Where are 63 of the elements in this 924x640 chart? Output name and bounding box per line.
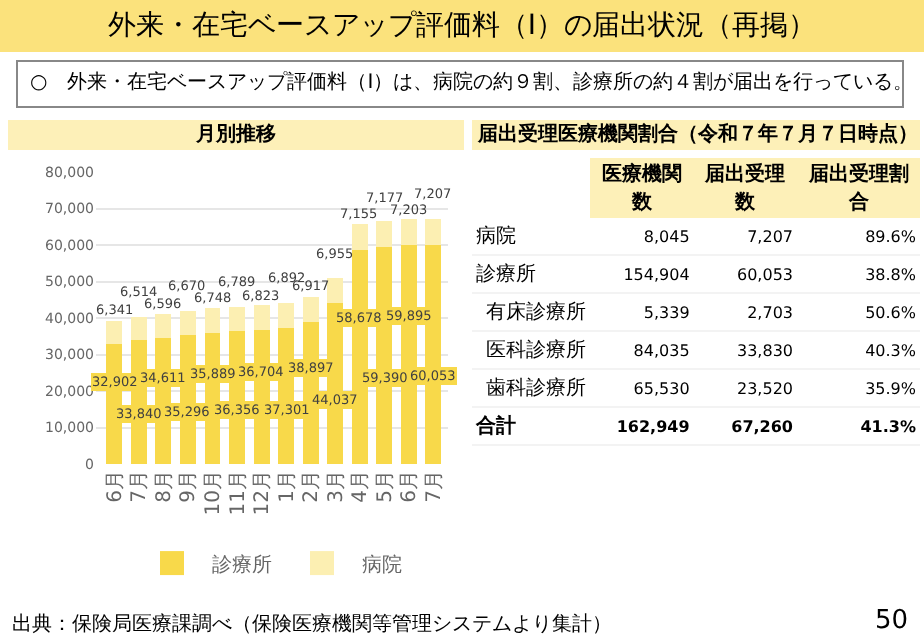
text: 50 <box>874 606 908 636</box>
text: 50.6% <box>865 303 916 321</box>
x-tick-label: 12月 <box>252 470 275 516</box>
category-label: 医科診療所 <box>486 340 586 362</box>
x-tick-label: 2月 <box>301 470 324 503</box>
chart-title: 月別推移 <box>8 120 464 150</box>
text: 67,260 <box>731 417 793 435</box>
text: 33,830 <box>737 341 793 359</box>
source-note: 出典：保険局医療課調べ（保険医療機関等管理システムより集計） <box>12 611 612 638</box>
bar <box>229 306 246 332</box>
x-tick-label: 9月 <box>178 470 201 503</box>
x-tick-label: 6月 <box>399 470 422 503</box>
x-tick-label: 4月 <box>350 470 373 503</box>
category-label: 届出受理数 <box>693 158 797 218</box>
text: 154,904 <box>623 265 690 283</box>
text: 2,703 <box>747 303 793 321</box>
text: 23,520 <box>737 379 793 397</box>
bar <box>106 320 123 344</box>
bar <box>351 223 368 250</box>
category-label: 歯科診療所 <box>486 378 586 400</box>
category-label: 病院 <box>476 226 516 248</box>
text: 89.6% <box>865 227 916 245</box>
bar <box>327 277 344 304</box>
category-label: 診療所 <box>476 264 536 286</box>
x-tick-label: 11月 <box>227 470 250 516</box>
text: 5,339 <box>643 303 690 321</box>
x-tick-label: 7月 <box>129 470 152 503</box>
text: 38.8% <box>865 265 916 283</box>
x-tick-label: 1月 <box>276 470 299 503</box>
bar <box>302 296 319 323</box>
text: 60,053 <box>737 265 793 283</box>
text: 届出受理医療機関割合（令和７年７月７日時点） <box>472 120 920 150</box>
bar <box>376 221 393 248</box>
bar <box>278 302 295 328</box>
category-label: 有床診療所 <box>486 302 586 324</box>
text: 8,045 <box>643 227 690 245</box>
legend-label: 診療所 <box>212 552 272 577</box>
x-tick-label: 3月 <box>325 470 348 503</box>
bar <box>204 308 221 333</box>
x-tick-label: 5月 <box>374 470 397 503</box>
text: ○ 外来・在宅ベースアップ評価料（Ⅰ）は、病院の約９割、診療所の約４割が届出を行っている。 <box>28 69 914 98</box>
bar <box>155 313 172 338</box>
bar <box>130 316 147 341</box>
bar <box>180 310 196 336</box>
text: 41.3% <box>860 417 916 435</box>
bar <box>253 305 270 331</box>
bar <box>425 218 442 245</box>
text: 65,530 <box>633 379 690 397</box>
category-label: 合計 <box>476 416 516 438</box>
text: 35.9% <box>865 379 916 397</box>
x-tick-label: 8月 <box>153 470 176 503</box>
bar <box>400 219 417 246</box>
x-tick-label: 7月 <box>423 470 446 503</box>
text: 84,035 <box>633 341 690 359</box>
text: 7,207 <box>747 227 793 245</box>
x-tick-label: 10月 <box>203 470 226 516</box>
x-tick-label: 6月 <box>104 470 127 503</box>
category-label: 医療機関数 <box>590 158 694 218</box>
text: 外来・在宅ベースアップ評価料（Ⅰ）の届出状況（再掲） <box>0 0 924 52</box>
text: 162,949 <box>616 417 690 435</box>
text: 40.3% <box>865 341 916 359</box>
category-label: 届出受理割合 <box>797 158 920 218</box>
legend-label: 病院 <box>362 552 402 577</box>
